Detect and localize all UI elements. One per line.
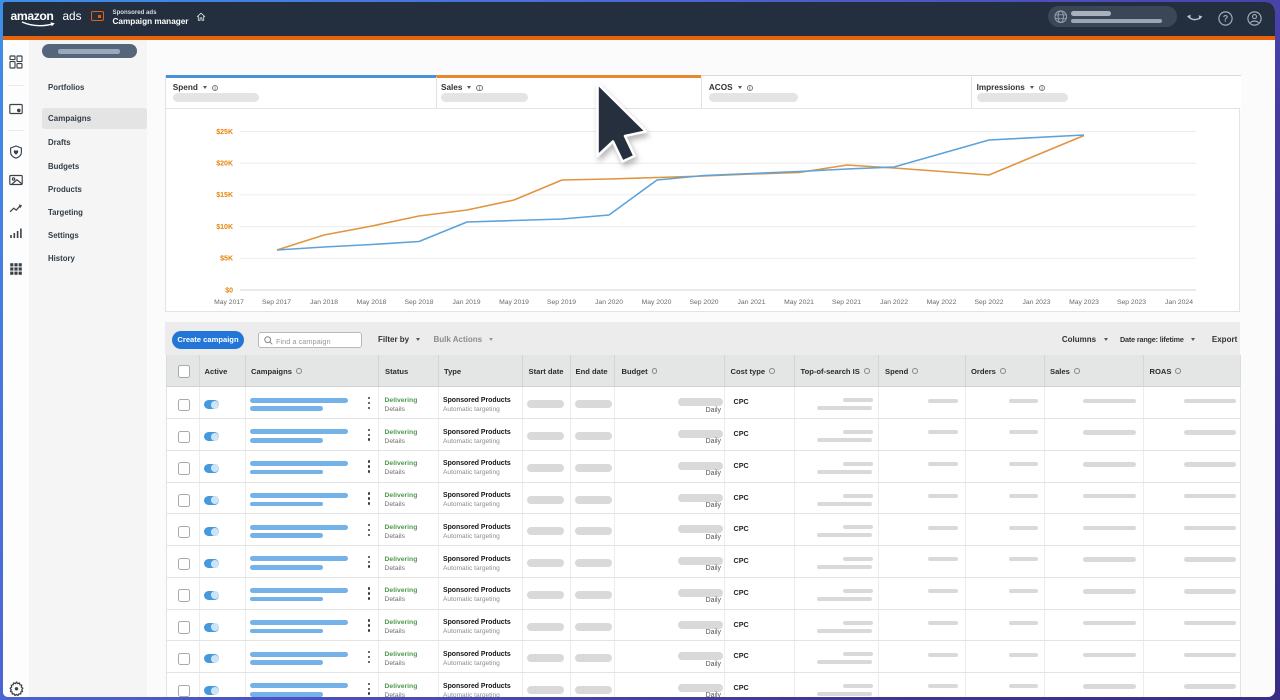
svg-text:Jan 2024: Jan 2024 [1165, 299, 1193, 306]
svg-text:Sep 2022: Sep 2022 [974, 299, 1003, 306]
svg-text:Sep 2021: Sep 2021 [832, 299, 861, 306]
svg-text:$5K: $5K [220, 256, 233, 263]
svg-text:May 2022: May 2022 [927, 299, 957, 306]
svg-text:$15K: $15K [216, 192, 233, 199]
svg-text:?: ? [1222, 13, 1228, 23]
svg-text:May 2020: May 2020 [642, 299, 672, 306]
svg-text:Jan 2019: Jan 2019 [453, 299, 481, 306]
svg-text:Jan 2018: Jan 2018 [310, 299, 338, 306]
svg-text:Sep 2019: Sep 2019 [547, 299, 576, 306]
svg-text:Jan 2021: Jan 2021 [738, 299, 766, 306]
svg-text:May 2017: May 2017 [214, 299, 244, 306]
svg-text:May 2019: May 2019 [499, 299, 529, 306]
svg-text:$20K: $20K [216, 161, 233, 168]
svg-text:Sep 2018: Sep 2018 [404, 299, 433, 306]
svg-text:Sep 2017: Sep 2017 [262, 299, 291, 306]
svg-text:Sep 2020: Sep 2020 [689, 299, 718, 306]
svg-text:Jan 2020: Jan 2020 [595, 299, 623, 306]
svg-text:$25K: $25K [216, 129, 233, 136]
svg-text:May 2018: May 2018 [357, 299, 387, 306]
svg-text:Sep 2023: Sep 2023 [1117, 299, 1146, 306]
svg-text:Jan 2022: Jan 2022 [880, 299, 908, 306]
svg-text:Jan 2023: Jan 2023 [1023, 299, 1051, 306]
svg-text:May 2023: May 2023 [1069, 299, 1099, 306]
svg-text:$0: $0 [225, 287, 233, 294]
svg-text:$10K: $10K [216, 224, 233, 231]
svg-text:May 2021: May 2021 [784, 299, 814, 306]
